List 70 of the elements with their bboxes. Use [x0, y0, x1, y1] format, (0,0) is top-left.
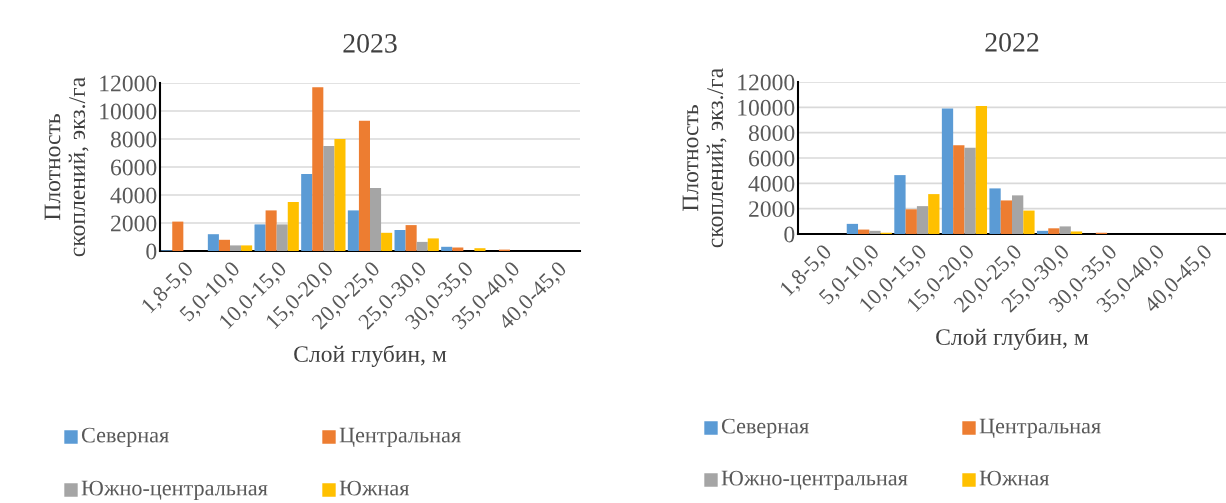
bar: [287, 202, 299, 251]
chart-title: 2022: [985, 32, 1039, 52]
bar: [928, 194, 940, 234]
y-axis-title: Плотность скоплений, экз./га: [44, 77, 89, 257]
bar: [265, 210, 277, 251]
legend-label: Центральная: [979, 418, 1101, 439]
bar: [301, 174, 313, 251]
bar: [916, 206, 929, 234]
bar: [989, 188, 1001, 234]
bar: [1048, 228, 1060, 234]
y-tick-label: 8000: [748, 125, 795, 142]
bar: [381, 232, 393, 251]
y-tick-label: 12000: [738, 74, 795, 91]
bar: [1023, 210, 1035, 234]
y-tick-label: 10000: [100, 103, 157, 120]
bar: [358, 120, 370, 251]
bar: [218, 239, 230, 251]
bar: [207, 234, 219, 251]
bar: [312, 87, 324, 251]
legend-label: Южно-центральная: [81, 480, 268, 501]
bar: [323, 146, 335, 251]
y-tick-label: 8000: [110, 131, 157, 148]
legend-label: Южно-центральная: [721, 470, 908, 491]
y-tick-label: 2000: [111, 215, 157, 232]
y-axis-title: Плотность скоплений, экз./га: [682, 68, 727, 248]
bar: [894, 175, 906, 234]
bar: [975, 106, 988, 234]
bar: [441, 246, 453, 251]
legend-label: Южная: [339, 480, 410, 496]
bar: [241, 245, 253, 251]
legend-label: Центральная: [339, 427, 461, 448]
bar: [474, 248, 486, 251]
bar: [1000, 200, 1012, 234]
y-tick-label: 4000: [748, 175, 795, 192]
bar: [846, 223, 859, 234]
x-axis-title: Слой глубин, м: [936, 327, 1089, 350]
y-tick-label: 0: [146, 243, 157, 260]
bar: [964, 147, 976, 234]
bar: [1036, 230, 1049, 234]
y-tick-label: 10000: [738, 99, 795, 116]
y-tick-label: 0: [784, 226, 795, 243]
bar: [1012, 195, 1024, 234]
bar: [172, 221, 184, 251]
legend-label: Северная: [721, 418, 809, 439]
y-tick-label: 12000: [100, 75, 157, 92]
bar: [276, 224, 288, 251]
bar: [953, 145, 965, 234]
y-tick-label: 6000: [749, 150, 795, 167]
bar: [416, 241, 428, 251]
bar: [452, 247, 464, 251]
bar: [905, 209, 917, 234]
y-tick-label: 2000: [749, 201, 795, 218]
bar: [230, 245, 242, 251]
legend-label: Северная: [81, 427, 169, 448]
bar: [1070, 231, 1083, 234]
bar: [254, 224, 266, 251]
bar: [405, 225, 417, 251]
x-axis-title: Слой глубин, м: [294, 344, 447, 367]
bar: [427, 238, 439, 251]
bar: [1059, 226, 1071, 234]
bar: [869, 230, 881, 234]
bar: [334, 139, 346, 251]
y-tick-label: 6000: [111, 159, 157, 176]
bar: [370, 188, 382, 251]
bar: [394, 230, 406, 251]
chart-title: 2023: [343, 33, 397, 53]
bar: [347, 210, 359, 251]
legend-label: Южная: [979, 470, 1050, 486]
bar: [941, 108, 954, 234]
y-tick-label: 4000: [110, 187, 157, 204]
